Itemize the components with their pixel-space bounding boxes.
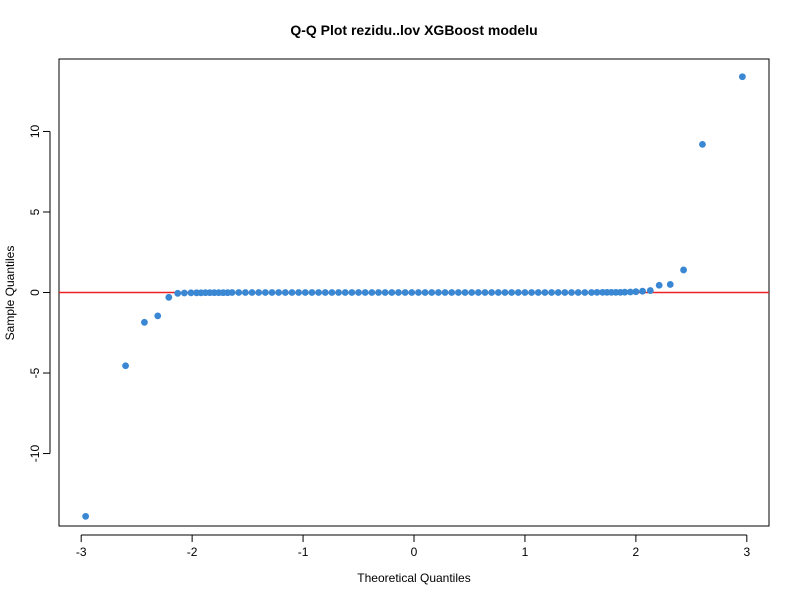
data-point [268, 289, 276, 296]
data-points [82, 73, 746, 520]
data-point [388, 289, 396, 296]
y-axis: -10 -5 0 5 10 [28, 124, 51, 463]
data-point [381, 289, 389, 296]
chart-title: Q-Q Plot rezidu..lov XGBoost modelu [290, 22, 537, 38]
data-point [308, 289, 316, 296]
y-tick-label: -10 [28, 445, 42, 463]
data-point [248, 289, 256, 296]
x-tick-label: -1 [298, 545, 309, 559]
data-point [655, 281, 663, 289]
data-point [301, 289, 309, 296]
data-point [82, 512, 90, 520]
data-point [261, 289, 269, 296]
x-axis: -3 -2 -1 0 1 2 3 [76, 534, 750, 559]
data-point [154, 312, 162, 320]
data-point [415, 289, 422, 296]
data-point [335, 289, 342, 296]
data-point [494, 289, 502, 296]
data-point [141, 318, 148, 326]
data-point [328, 289, 336, 296]
data-point [321, 289, 329, 296]
data-point [508, 289, 516, 296]
data-point [593, 288, 601, 296]
data-point [448, 289, 456, 296]
data-point [315, 289, 322, 296]
data-point [528, 289, 535, 296]
data-point [666, 281, 674, 288]
data-point [281, 289, 289, 296]
data-point [165, 293, 173, 301]
data-point [588, 289, 595, 296]
data-point [241, 289, 249, 296]
data-point [255, 289, 263, 296]
data-point [548, 289, 555, 296]
data-point [488, 289, 496, 296]
data-point [361, 289, 369, 296]
y-tick-label: -5 [28, 367, 42, 378]
data-point [441, 289, 449, 296]
data-point [355, 289, 362, 296]
data-point [288, 289, 296, 296]
x-tick-label: 2 [633, 545, 640, 559]
x-tick-label: -3 [76, 545, 87, 559]
data-point [187, 289, 195, 297]
y-tick-label: 5 [28, 208, 42, 215]
data-point [534, 289, 542, 296]
data-point [174, 289, 182, 297]
data-point [632, 288, 640, 296]
data-point [228, 289, 236, 296]
x-axis-label: Theoretical Quantiles [357, 571, 470, 585]
data-point [461, 289, 469, 296]
data-point [474, 289, 482, 296]
data-point [348, 289, 356, 296]
data-point [581, 289, 589, 296]
data-point [395, 289, 402, 296]
y-tick-label: 0 [28, 289, 42, 296]
data-point [435, 289, 442, 296]
data-point [235, 289, 243, 296]
data-point [501, 289, 509, 296]
data-point [568, 289, 575, 296]
data-point [514, 289, 522, 296]
x-tick-label: 3 [743, 545, 750, 559]
data-point [680, 266, 687, 274]
data-point [428, 289, 436, 296]
data-point [521, 289, 529, 296]
y-tick-label: 10 [28, 124, 42, 138]
data-point [454, 289, 462, 296]
x-tick-label: -2 [187, 545, 198, 559]
x-tick-label: 1 [522, 545, 529, 559]
data-point [639, 287, 646, 295]
data-point [401, 289, 409, 296]
data-point [468, 289, 476, 296]
data-point [554, 289, 562, 296]
data-point [574, 289, 582, 296]
data-point [561, 289, 569, 296]
data-point [295, 289, 303, 296]
data-point [541, 289, 549, 296]
data-point [180, 289, 188, 297]
data-point [122, 362, 129, 370]
data-point [699, 140, 706, 148]
data-point [368, 289, 376, 296]
data-point [646, 287, 654, 294]
data-point [481, 289, 489, 296]
y-axis-label: Sample Quantiles [3, 246, 17, 341]
x-tick-label: 0 [411, 545, 418, 559]
data-point [421, 289, 429, 296]
data-point [738, 73, 746, 81]
data-point [621, 288, 629, 296]
data-point [275, 289, 283, 296]
data-point [375, 289, 382, 296]
data-point [626, 288, 634, 296]
data-point [341, 289, 349, 296]
data-point [408, 289, 416, 296]
